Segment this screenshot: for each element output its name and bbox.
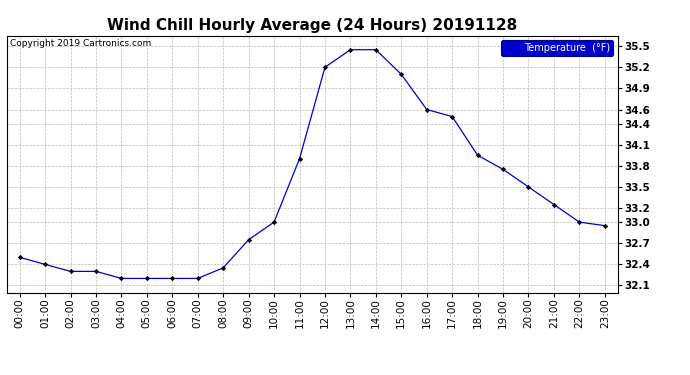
Title: Wind Chill Hourly Average (24 Hours) 20191128: Wind Chill Hourly Average (24 Hours) 201… <box>107 18 518 33</box>
Legend: Temperature  (°F): Temperature (°F) <box>502 40 613 56</box>
Text: Copyright 2019 Cartronics.com: Copyright 2019 Cartronics.com <box>10 39 152 48</box>
